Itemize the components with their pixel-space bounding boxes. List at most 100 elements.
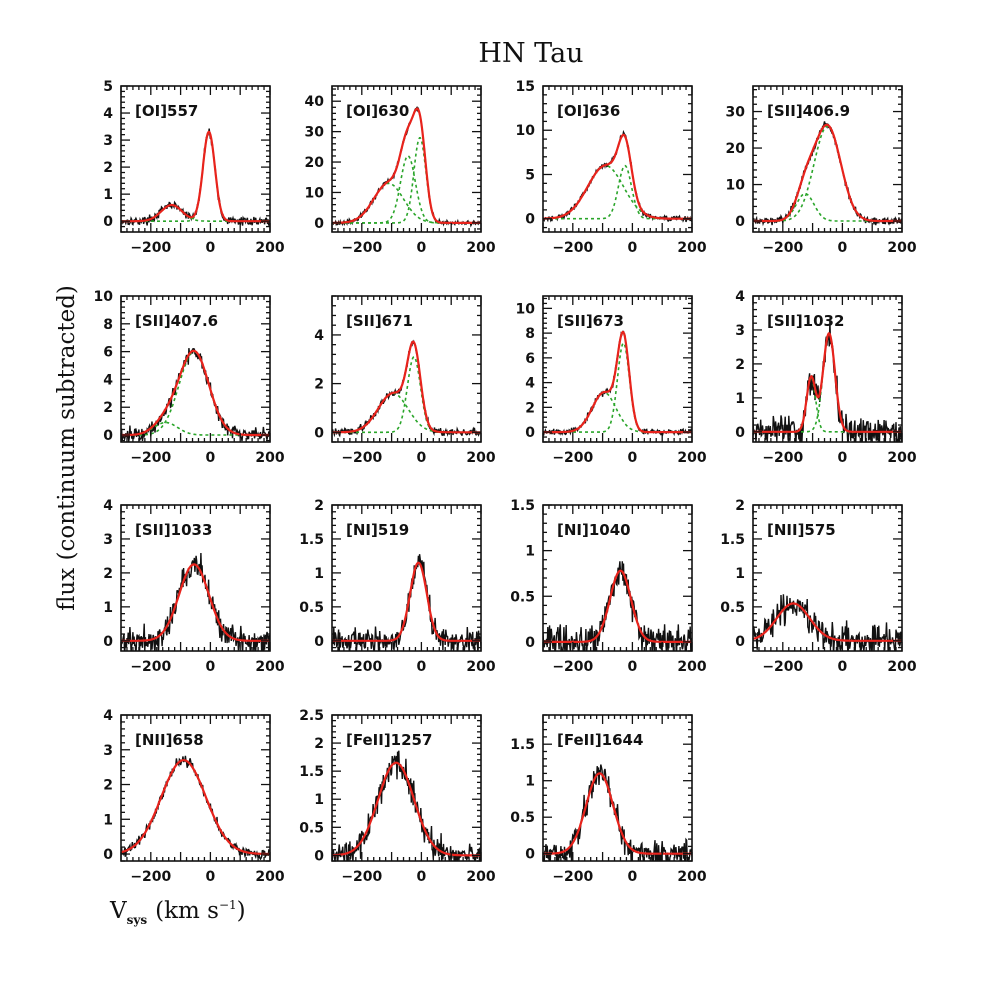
x-tick-label: −200 xyxy=(341,659,382,675)
observed-spectrum xyxy=(753,594,902,651)
x-tick-label: −200 xyxy=(130,659,171,675)
y-tick-label: 3 xyxy=(735,323,745,339)
plot-area xyxy=(753,594,902,651)
spectrum-panel: −200 0 200 0 0.5 1 1.5 [FeII]1644 xyxy=(510,714,707,885)
total-fit xyxy=(543,330,692,434)
x-tick-label: 200 xyxy=(677,659,706,675)
y-tick-label: 8 xyxy=(103,317,113,333)
y-tick-label: 0 xyxy=(735,634,745,650)
x-tick-label: 0 xyxy=(417,659,427,675)
x-tick-label: −200 xyxy=(762,659,803,675)
y-tick-label: 1.5 xyxy=(299,532,324,548)
x-tick-label: −200 xyxy=(552,869,593,885)
x-tick-label: 200 xyxy=(887,659,916,675)
y-tick-label: 40 xyxy=(305,94,325,110)
gaussian-component xyxy=(753,192,902,222)
emission-line-label: [SII]673 xyxy=(557,312,624,330)
y-tick-label: 0.5 xyxy=(299,600,324,616)
gaussian-component xyxy=(753,125,902,222)
x-tick-label: 200 xyxy=(677,240,706,256)
panel-frame xyxy=(542,85,693,233)
y-tick-label: 0 xyxy=(525,425,535,441)
observed-spectrum xyxy=(332,750,481,861)
gaussian-component xyxy=(753,332,902,433)
y-tick-label: 30 xyxy=(305,125,325,141)
y-tick-label: 2 xyxy=(735,498,745,514)
x-axis-label-sup: −1 xyxy=(219,898,237,912)
panel-frame xyxy=(752,504,903,652)
y-tick-label: 0 xyxy=(314,848,324,864)
y-tick-label: 15 xyxy=(516,79,535,95)
panel-frame xyxy=(331,85,482,233)
spectrum-panel: −200 0 200 0 2 4 [SII]671 xyxy=(314,295,496,466)
spectrum-panel: −200 0 200 0 0.5 1 1.5 2 2.5 [FeII]1257 xyxy=(299,708,496,885)
panel-frame xyxy=(331,295,482,443)
y-tick-label: 8 xyxy=(525,326,535,342)
y-tick-label: 0.5 xyxy=(299,820,324,836)
emission-line-label: [FeII]1644 xyxy=(557,731,643,749)
y-tick-label: 1.5 xyxy=(510,498,535,514)
y-tick-label: 3 xyxy=(103,743,113,759)
x-tick-label: −200 xyxy=(130,240,171,256)
total-fit xyxy=(121,349,270,437)
x-tick-label: −200 xyxy=(130,450,171,466)
y-tick-label: 10 xyxy=(516,123,536,139)
spectrum-panel: −200 0 200 0 10 20 30 [SII]406.9 xyxy=(726,85,917,256)
plot-area xyxy=(753,121,902,227)
y-tick-label: 5 xyxy=(103,79,113,95)
plot-area xyxy=(543,330,692,437)
y-tick-label: 10 xyxy=(94,289,114,305)
total-fit xyxy=(753,123,902,223)
y-tick-label: 2 xyxy=(103,160,113,176)
x-tick-label: 0 xyxy=(628,659,638,675)
y-tick-label: 5 xyxy=(525,167,535,183)
emission-line-label: [NI]519 xyxy=(346,521,409,539)
x-tick-label: 200 xyxy=(255,240,284,256)
y-tick-label: 3 xyxy=(103,133,113,149)
observed-spectrum xyxy=(121,347,270,442)
total-fit xyxy=(332,761,481,857)
x-tick-label: 200 xyxy=(466,869,495,885)
y-tick-label: 6 xyxy=(103,345,113,361)
y-tick-label: 2 xyxy=(103,778,113,794)
y-tick-label: 0 xyxy=(103,214,113,230)
y-tick-label: 3 xyxy=(103,532,113,548)
y-tick-label: 1 xyxy=(735,391,745,407)
y-tick-label: 0 xyxy=(525,635,535,651)
spectrum-panel: −200 0 200 0 0.5 1 1.5 [NI]1040 xyxy=(510,498,707,675)
x-tick-label: 200 xyxy=(677,869,706,885)
y-tick-label: 0 xyxy=(735,214,745,230)
y-tick-label: 1 xyxy=(314,566,324,582)
observed-spectrum xyxy=(121,552,270,651)
observed-spectrum xyxy=(543,764,692,861)
plot-area xyxy=(121,755,270,861)
gaussian-component xyxy=(121,350,270,436)
panel-frame xyxy=(331,504,482,652)
x-tick-label: −200 xyxy=(552,240,593,256)
plot-area xyxy=(332,750,481,861)
y-tick-label: 1 xyxy=(735,566,745,582)
panel-frame xyxy=(120,85,271,233)
emission-line-label: [SII]671 xyxy=(346,312,413,330)
x-tick-label: 0 xyxy=(206,869,216,885)
spectrum-panel: −200 0 200 0 1 2 3 4 [SII]1032 xyxy=(735,289,917,466)
gaussian-component xyxy=(543,164,692,220)
y-tick-label: 2 xyxy=(314,498,324,514)
x-tick-label: 200 xyxy=(255,659,284,675)
panel-frame xyxy=(120,504,271,652)
y-tick-label: 1 xyxy=(103,812,113,828)
x-tick-label: 0 xyxy=(838,659,848,675)
total-fit xyxy=(753,602,902,642)
y-tick-label: 1 xyxy=(103,187,113,203)
x-tick-label: 200 xyxy=(466,659,495,675)
plot-area xyxy=(332,554,481,651)
total-fit xyxy=(332,561,481,642)
y-tick-label: 0 xyxy=(103,847,113,863)
y-tick-label: 0 xyxy=(103,428,113,444)
panel-frame xyxy=(542,295,693,443)
y-tick-label: 1 xyxy=(314,792,324,808)
gaussian-component xyxy=(121,131,270,222)
emission-line-label: [NII]575 xyxy=(767,521,836,539)
emission-line-label: [NI]1040 xyxy=(557,521,631,539)
total-fit xyxy=(543,569,692,643)
